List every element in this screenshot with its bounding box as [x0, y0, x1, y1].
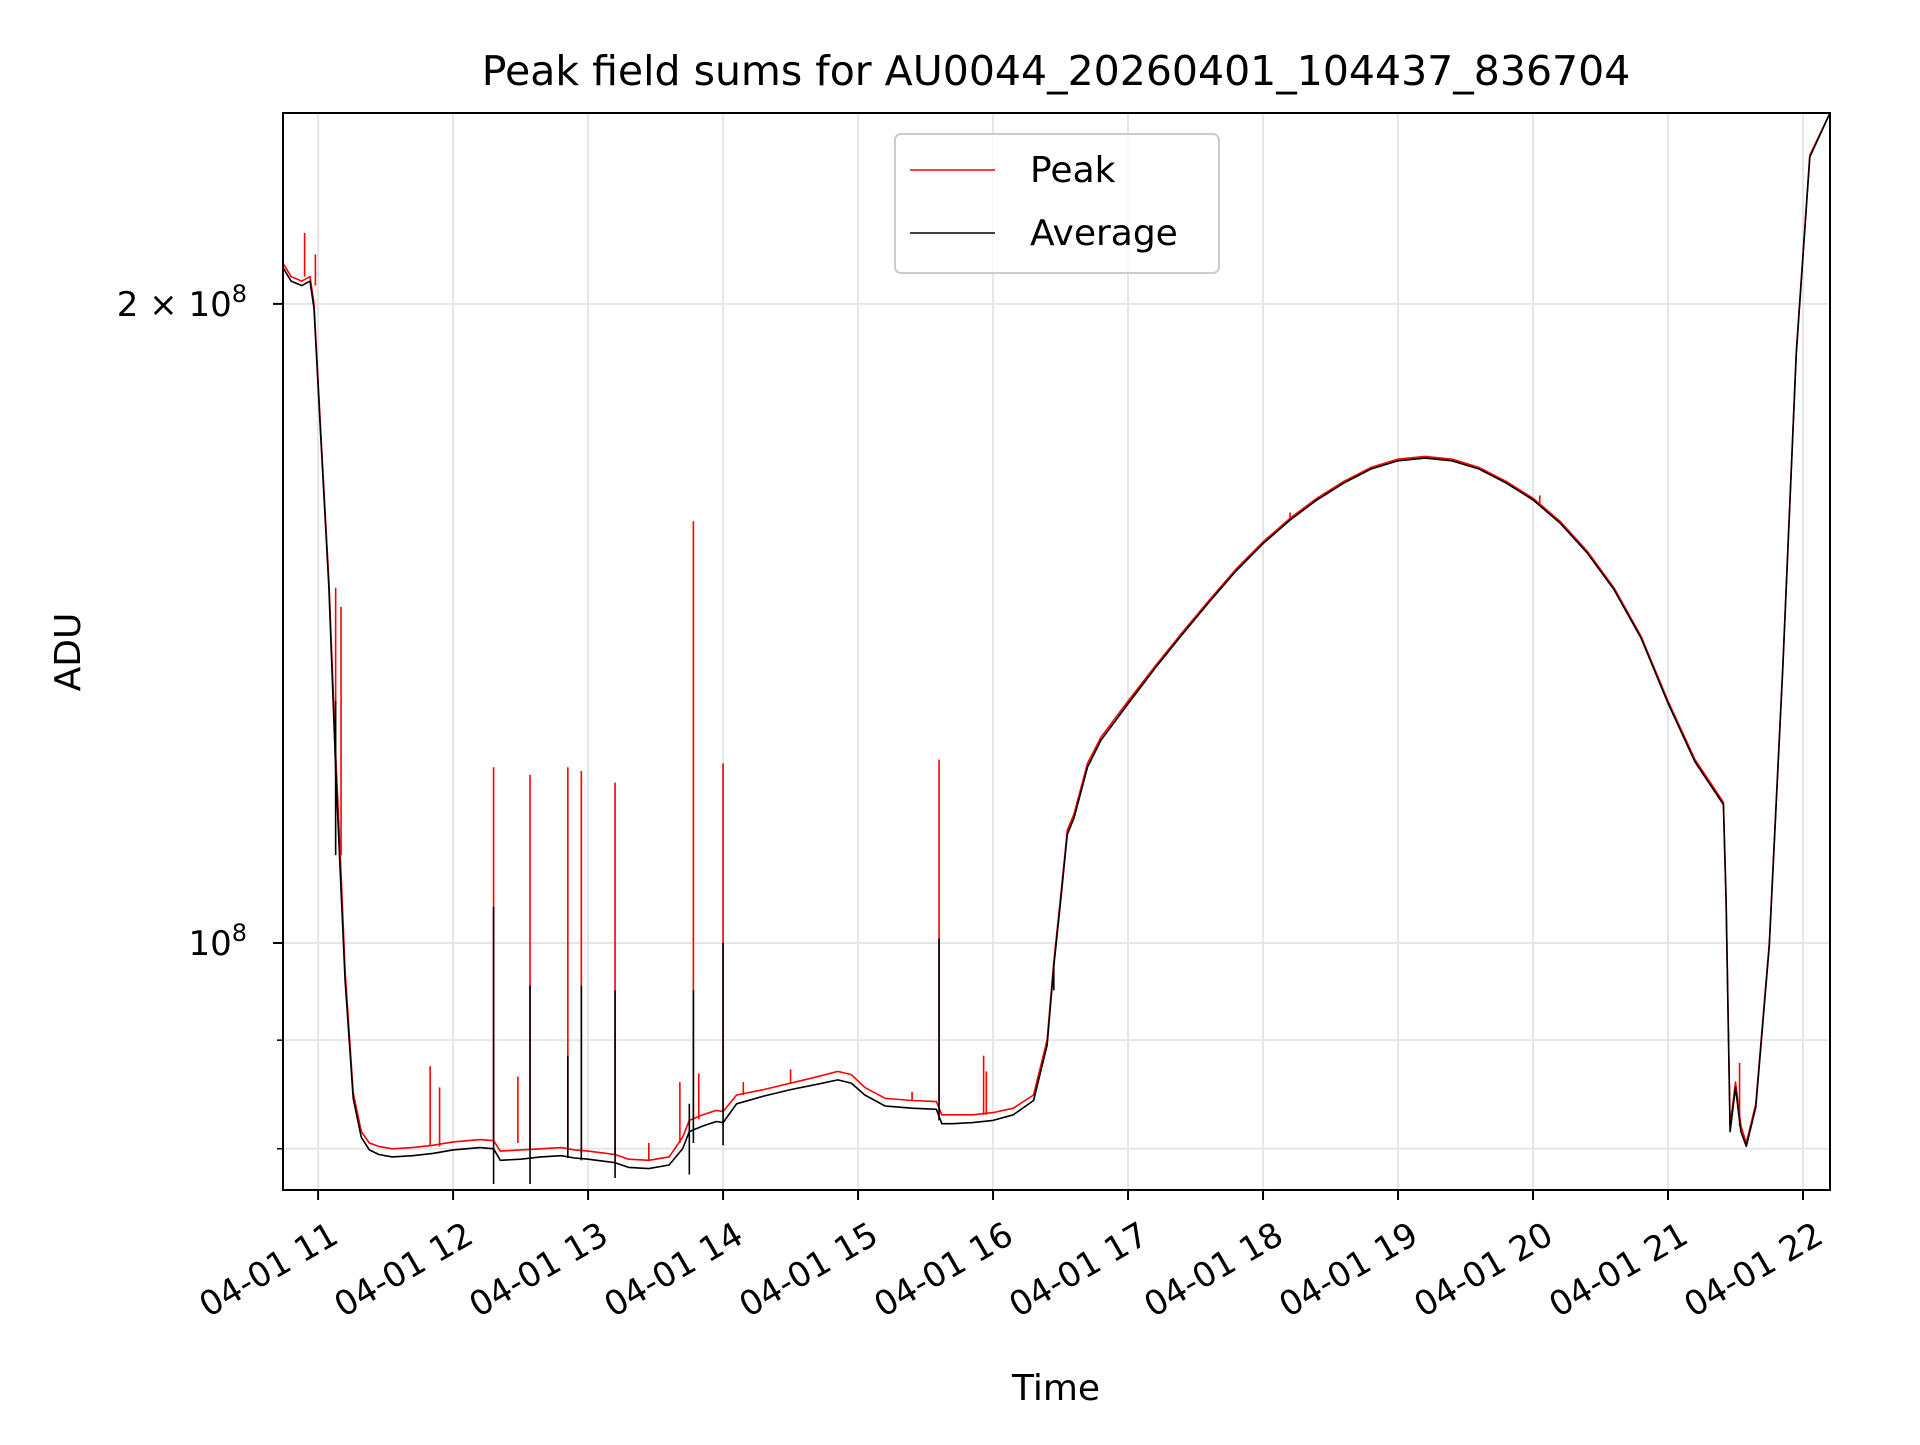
peak-line [283, 113, 1830, 1162]
y-tick-label: 108 [188, 919, 247, 964]
legend-peak-label: Peak [1030, 150, 1116, 191]
y-tick-label-exponent: 8 [232, 280, 247, 308]
y-tick-label-base: 10 [188, 924, 231, 964]
series-average [283, 113, 1830, 1184]
x-axis-label: Time [1011, 1368, 1100, 1409]
legend-box [894, 133, 1220, 274]
legend-average-label: Average [1030, 213, 1178, 254]
y-tick-label-exponent: 8 [232, 919, 247, 947]
chart-title: Peak field sums for AU0044_20260401_1044… [482, 47, 1631, 95]
y-tick-label: 2 × 108 [117, 280, 247, 325]
legend: Peak Average [894, 133, 1220, 274]
grid-layer [283, 113, 1830, 1190]
average-line [283, 113, 1830, 1170]
plot-area-frame [282, 112, 1831, 1191]
series-layer [283, 113, 1830, 1184]
y-axis-label: ADU [48, 613, 89, 692]
y-tick-label-base: 2 × 10 [117, 285, 232, 325]
